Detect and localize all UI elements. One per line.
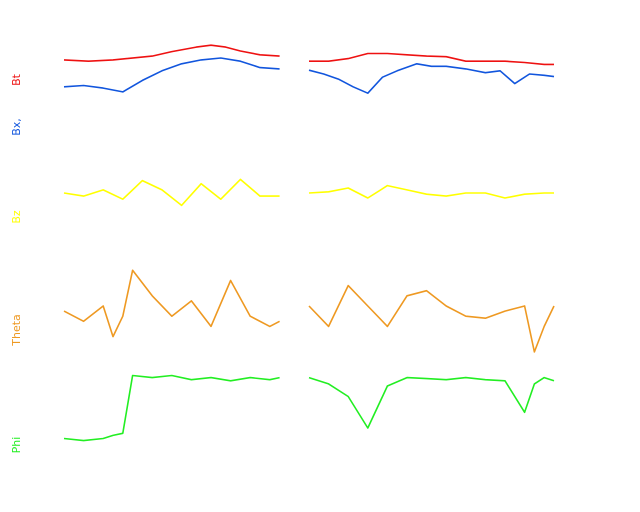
panel-1 — [63, 178, 554, 207]
ylabel-bz: Bz — [10, 210, 23, 224]
series-line-phi-seg-1 — [308, 376, 555, 429]
panel-2 — [63, 269, 555, 353]
series-line-theta-seg-0 — [63, 269, 280, 338]
series-line-bz-seg-0 — [63, 178, 280, 207]
ylabel-bx: Bx, — [10, 118, 23, 136]
series-line-bx-seg-0 — [63, 57, 280, 93]
series-line-bz-seg-1 — [308, 184, 554, 199]
series-line-bt-seg-1 — [309, 52, 554, 66]
panel-0 — [63, 44, 555, 94]
series-line-bx-seg-1 — [308, 62, 555, 94]
ylabel-bt: Bt — [10, 73, 23, 86]
ylabel-phi: Phi — [10, 437, 23, 454]
series-line-bt-seg-0 — [63, 44, 280, 63]
panel-3 — [63, 374, 555, 442]
chart-panels — [63, 44, 555, 442]
series-line-theta-seg-1 — [308, 284, 555, 353]
ylabel-theta: Theta — [10, 314, 23, 347]
series-line-phi-seg-0 — [63, 374, 280, 442]
